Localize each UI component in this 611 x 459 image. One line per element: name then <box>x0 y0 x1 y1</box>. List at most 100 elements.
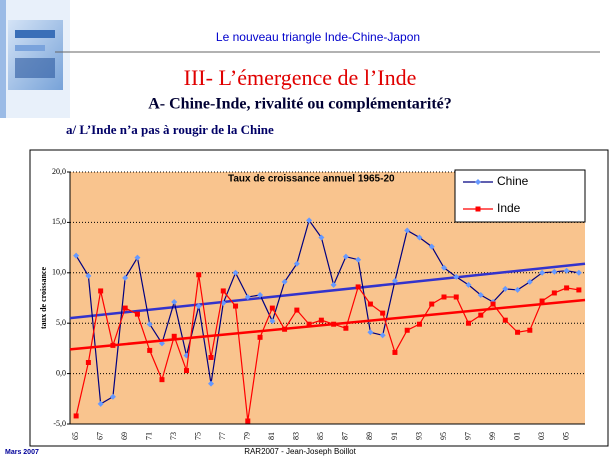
point <box>208 380 215 387</box>
point <box>539 269 546 276</box>
point <box>183 368 189 374</box>
point <box>134 254 141 261</box>
y-tick-label: -5,0 <box>53 419 66 428</box>
x-tick-label: 67 <box>95 432 104 440</box>
point <box>380 310 386 316</box>
point <box>208 354 214 360</box>
x-tick-label: 75 <box>194 432 203 440</box>
point <box>257 291 264 298</box>
point <box>392 349 398 355</box>
point <box>85 272 92 279</box>
x-tick-label: 93 <box>414 432 423 440</box>
point <box>367 329 374 336</box>
y-tick-label: 5,0 <box>56 318 66 327</box>
footer-date: Mars 2007 <box>5 449 39 456</box>
point <box>466 320 472 326</box>
point <box>294 307 300 313</box>
point <box>282 326 288 332</box>
point <box>134 311 140 317</box>
x-tick-label: 85 <box>316 432 325 440</box>
point <box>416 321 422 327</box>
x-tick-label: 79 <box>243 432 252 440</box>
point <box>502 317 508 323</box>
point <box>110 342 116 348</box>
point <box>465 281 472 288</box>
point <box>122 305 128 311</box>
y-tick-label: 10,0 <box>52 268 66 277</box>
point <box>195 303 202 310</box>
x-tick-label: 69 <box>120 432 129 440</box>
footer-author: RAR2007 - Jean-Joseph Boillot <box>244 447 356 456</box>
point <box>343 325 349 331</box>
point <box>526 278 533 285</box>
x-tick-label: 91 <box>390 432 399 440</box>
section: a/ L’Inde n’a pas à rougir de la Chine <box>66 122 274 137</box>
point <box>293 260 300 267</box>
point <box>318 234 325 241</box>
x-tick-label: 89 <box>365 432 374 440</box>
logo-icon <box>0 0 70 118</box>
point <box>563 267 570 274</box>
point <box>73 252 80 259</box>
point <box>453 294 459 300</box>
x-tick-label: 77 <box>218 432 227 440</box>
point <box>440 264 447 271</box>
x-tick-label: 01 <box>512 432 521 440</box>
x-tick-label: 87 <box>341 432 350 440</box>
point <box>269 318 276 325</box>
point <box>244 293 251 300</box>
point <box>527 327 533 333</box>
point <box>318 317 324 323</box>
point <box>514 286 521 293</box>
point <box>576 287 582 293</box>
point <box>379 332 386 339</box>
point <box>146 321 153 328</box>
point <box>331 321 337 327</box>
point <box>342 253 349 260</box>
point <box>122 274 129 281</box>
point <box>404 327 410 333</box>
point <box>171 333 177 339</box>
x-tick-label: 03 <box>537 432 546 440</box>
point <box>564 285 570 291</box>
chart: -5,0 0,0 5,0 10,0 15,0 20,0 65 67 69 71 73 75 77 79 81… <box>39 167 586 440</box>
point <box>355 284 361 290</box>
x-tick-label: 71 <box>145 432 154 440</box>
legend-label: Inde <box>497 201 521 215</box>
trend-line <box>69 262 586 320</box>
point <box>490 301 496 307</box>
subtitle: A- Chine-Inde, rivalité ou complémentari… <box>148 96 452 113</box>
x-tick-label: 83 <box>292 432 301 440</box>
y-axis-label: taux de croissance <box>39 267 48 330</box>
point <box>281 278 288 285</box>
point <box>306 217 313 224</box>
x-tick-label: 65 <box>71 432 80 440</box>
point <box>97 400 104 407</box>
point <box>404 227 411 234</box>
point <box>245 418 251 424</box>
point <box>98 288 104 294</box>
point <box>330 281 337 288</box>
x-tick-label: 73 <box>169 432 178 440</box>
x-tick-label: 99 <box>488 432 497 440</box>
legend-label: Chine <box>497 174 529 188</box>
point <box>220 288 226 294</box>
point <box>539 298 545 304</box>
legend-marker <box>475 179 481 185</box>
point <box>575 269 582 276</box>
point <box>429 301 435 307</box>
point <box>391 277 398 284</box>
point <box>257 334 263 340</box>
point <box>441 294 447 300</box>
x-tick-label: 05 <box>561 432 570 440</box>
chart-title: Taux de croissance annuel 1965-20 <box>228 174 395 185</box>
legend <box>454 169 586 223</box>
point <box>477 291 484 298</box>
point <box>551 290 557 296</box>
point <box>551 268 558 275</box>
point <box>515 329 521 335</box>
point <box>233 303 239 309</box>
x-tick-label: 97 <box>463 432 472 440</box>
